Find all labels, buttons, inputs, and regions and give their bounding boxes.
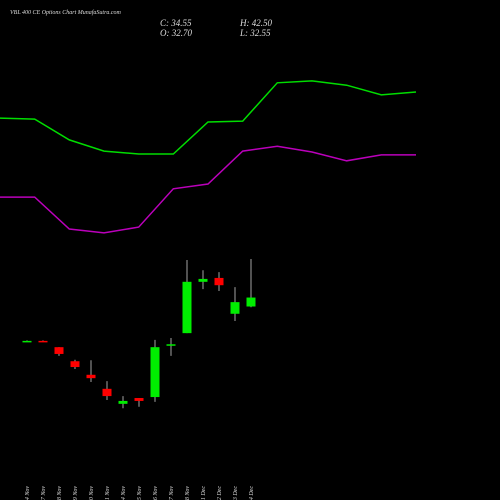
candle-body — [134, 398, 144, 401]
close-label: C: 34.55 — [160, 18, 192, 28]
candle-body — [102, 388, 112, 397]
x-tick-label: 01 Dec — [201, 486, 207, 500]
x-tick-label: 24 Nov — [120, 486, 127, 500]
indicator-line — [0, 145, 416, 234]
x-tick-label: 28 Nov — [185, 486, 191, 500]
candle-body — [198, 278, 208, 282]
x-tick-label: 17 Nov — [41, 486, 47, 500]
candle-body — [86, 374, 96, 379]
candle-body — [166, 344, 176, 346]
x-tick-label: 27 Nov — [169, 486, 175, 500]
x-tick-label: 14 Nov — [24, 486, 31, 500]
indicator-line — [0, 80, 417, 155]
low-label: L: 32.55 — [239, 28, 271, 38]
x-tick-label: 19 Nov — [73, 486, 79, 500]
candle-body — [38, 340, 48, 343]
candle-body — [230, 302, 240, 314]
x-tick-label: 02 Dec — [217, 486, 223, 500]
x-tick-label: 18 Nov — [57, 486, 63, 500]
candle-body — [70, 361, 80, 368]
x-tick-label: 20 Nov — [89, 486, 95, 500]
x-tick-label: 03 Dec — [233, 486, 239, 500]
high-label: H: 42.50 — [239, 18, 272, 28]
candle-body — [182, 281, 192, 334]
candle-body — [214, 277, 224, 286]
open-label: O: 32.70 — [160, 28, 192, 38]
x-tick-label: 26 Nov — [153, 486, 159, 500]
candle-body — [246, 297, 256, 307]
chart-title: VBL 400 CE Options Chart MunafaSutra.com — [10, 9, 122, 16]
candle-body — [118, 400, 128, 404]
candle-body — [22, 340, 32, 343]
x-tick-label: 21 Nov — [105, 486, 111, 500]
x-tick-label: 04 Dec — [248, 486, 255, 500]
candle-body — [54, 347, 64, 354]
candle-body — [150, 347, 160, 398]
x-tick-label: 25 Nov — [137, 486, 143, 500]
